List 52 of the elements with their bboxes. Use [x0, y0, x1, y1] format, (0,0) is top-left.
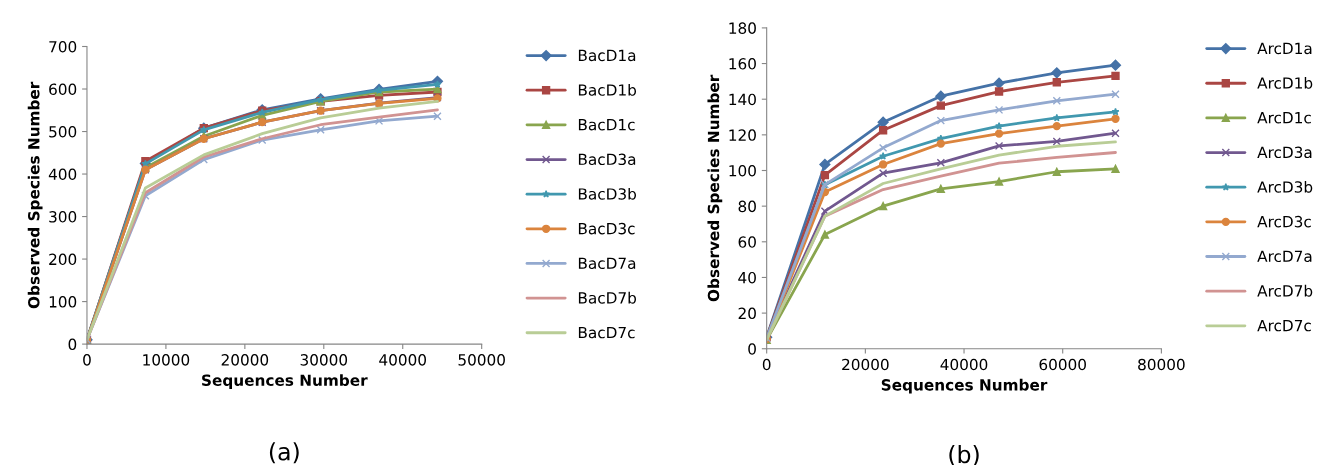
y-tick-label: 0 [748, 343, 756, 355]
legend-label: ArcD7b [1257, 284, 1313, 297]
y-tick-label: 160 [729, 58, 756, 70]
legend-label: ArcD7c [1257, 319, 1311, 332]
y-tick-label: 180 [729, 22, 756, 34]
legend-label: BacD7c [578, 326, 635, 339]
legend-label: BacD1b [578, 83, 637, 96]
legend-label: ArcD3c [1257, 215, 1311, 228]
x-tick-label: 80000 [1138, 358, 1185, 371]
x-tick-label: 30000 [300, 354, 348, 366]
y-tick-label: 100 [729, 164, 756, 177]
legend-label: BacD7a [578, 257, 636, 270]
legend-label: ArcD1b [1257, 76, 1313, 89]
y-tick-label: 140 [729, 93, 756, 106]
y-tick-label: 100 [49, 296, 77, 308]
x-axis-title: Sequences Number [881, 378, 1048, 394]
y-tick-label: 60 [738, 236, 756, 248]
text: (a) [269, 442, 299, 464]
legend-label: ArcD3a [1257, 146, 1312, 159]
x-tick-label: 0 [762, 358, 771, 371]
y-tick-label: 200 [49, 253, 77, 266]
x-axis-title: Sequences Number [202, 374, 368, 389]
legend-label: BacD7b [578, 291, 637, 304]
legend-label: ArcD1a [1257, 42, 1312, 55]
x-tick-label: 0 [83, 354, 91, 366]
y-tick-label: 400 [48, 168, 77, 181]
x-tick-label: 20000 [221, 354, 269, 366]
legend-label: ArcD1c [1257, 112, 1311, 124]
legend-label: BacD3a [578, 153, 636, 166]
x-tick-label: 40000 [940, 358, 988, 371]
legend-label: BacD1a [578, 49, 636, 62]
legend-label: ArcD3b [1257, 180, 1313, 193]
y-tick-label: 40 [738, 271, 756, 284]
y-tick-label: 0 [68, 338, 77, 351]
x-tick-label: 20000 [842, 358, 889, 371]
x-tick-label: 10000 [143, 354, 190, 366]
y-tick-label: 500 [49, 125, 77, 138]
y-tick-label: 300 [49, 211, 77, 223]
legend-label: BacD3b [578, 187, 637, 200]
y-axis-title: Observed Species Number [707, 74, 723, 302]
x-tick-label: 50000 [458, 354, 505, 366]
x-tick-label: 60000 [1039, 358, 1086, 371]
legend-label: ArcD7a [1257, 250, 1312, 263]
y-tick-label: 600 [49, 83, 77, 96]
legend-label: BacD1c [578, 119, 635, 131]
y-tick-label: 80 [738, 200, 756, 213]
legend-label: BacD3c [578, 222, 635, 235]
y-axis-title: Observed Species Number [27, 81, 43, 309]
x-tick-label: 40000 [379, 354, 427, 366]
y-tick-label: 120 [729, 129, 756, 141]
y-tick-label: 20 [738, 307, 756, 320]
y-tick-label: 700 [49, 40, 77, 53]
